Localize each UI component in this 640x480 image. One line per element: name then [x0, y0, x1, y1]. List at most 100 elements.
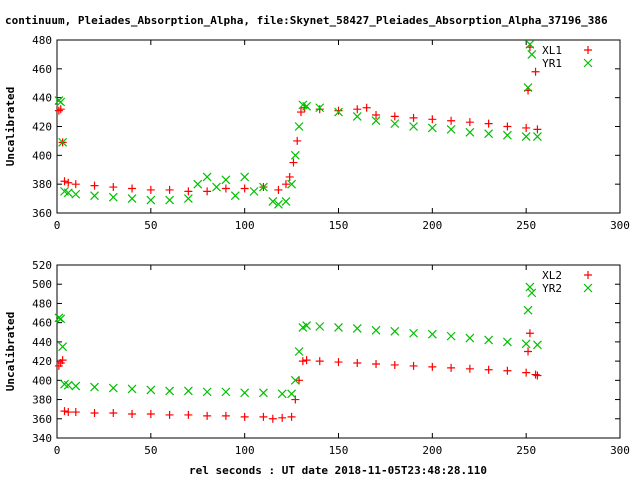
- data-point: [64, 178, 73, 187]
- data-point: [90, 382, 99, 392]
- data-point: [58, 137, 68, 147]
- data-point: [56, 314, 66, 324]
- data-point: [484, 365, 493, 374]
- y-tick-label: 440: [32, 336, 52, 349]
- data-point: [54, 313, 64, 323]
- data-point: [446, 331, 456, 341]
- x-tick-label: 150: [329, 219, 349, 232]
- top-panel: 0 50 100 150 200 250 300 360 380 400 420 440 460 480 U…: [4, 34, 630, 232]
- x-tick-label: 300: [610, 219, 630, 232]
- y-tick-label: 340: [32, 432, 52, 445]
- data-point: [465, 364, 474, 373]
- data-point: [315, 103, 325, 113]
- data-point: [302, 101, 312, 111]
- series-xl2: [54, 329, 542, 423]
- data-point: [127, 194, 137, 204]
- data-point: [165, 195, 175, 205]
- data-point: [290, 150, 300, 160]
- data-point: [447, 363, 456, 372]
- y-axis-label: Uncalibrated: [4, 87, 17, 166]
- data-point: [290, 375, 300, 385]
- data-point: [165, 185, 174, 194]
- bottom-panel: 0 50 100 150 200 250 300 340 360 380 400 420 440 460 4…: [4, 259, 630, 457]
- data-point: [240, 172, 250, 182]
- series-yr1: [54, 39, 542, 209]
- data-point: [63, 188, 73, 198]
- data-point: [427, 329, 437, 339]
- data-point: [390, 360, 399, 369]
- data-point: [184, 410, 193, 419]
- series-xl1: [54, 43, 542, 196]
- x-tick-label: 0: [54, 444, 61, 457]
- data-point: [334, 358, 343, 367]
- data-point: [522, 123, 531, 132]
- data-point: [465, 118, 474, 127]
- data-point: [287, 389, 297, 399]
- y-tick-label: 380: [32, 394, 52, 407]
- data-point: [315, 322, 325, 331]
- data-point: [108, 383, 118, 393]
- data-point: [108, 192, 118, 202]
- data-point: [352, 111, 362, 121]
- data-point: [465, 333, 475, 343]
- data-point: [249, 186, 259, 196]
- plot-frame: [56, 39, 621, 214]
- data-point: [259, 412, 268, 421]
- x-tick-label: 0: [54, 219, 61, 232]
- data-point: [165, 386, 175, 396]
- data-point: [71, 180, 80, 189]
- data-point: [281, 197, 291, 206]
- data-point: [259, 182, 268, 192]
- y-tick-label: 500: [32, 278, 52, 291]
- data-point: [302, 356, 311, 365]
- data-point: [531, 370, 540, 379]
- data-point: [371, 325, 381, 335]
- x-tick-label: 150: [329, 444, 349, 457]
- data-point: [533, 340, 542, 350]
- x-tick-label: 50: [144, 219, 157, 232]
- data-point: [128, 184, 137, 193]
- data-point: [527, 49, 537, 59]
- data-point: [58, 356, 67, 365]
- y-tick-label: 360: [32, 413, 52, 426]
- data-point: [294, 122, 304, 131]
- data-point: [212, 182, 221, 192]
- data-point: [524, 347, 533, 356]
- data-point: [334, 106, 343, 115]
- data-point: [56, 105, 65, 114]
- data-point: [289, 158, 298, 167]
- data-point: [221, 411, 230, 420]
- y-tick-label: 460: [32, 63, 52, 76]
- data-point: [584, 271, 592, 279]
- data-point: [531, 67, 540, 76]
- data-point: [184, 187, 193, 196]
- data-point: [334, 323, 343, 332]
- data-point: [146, 409, 155, 418]
- legend-label: XL2: [542, 269, 562, 282]
- data-point: [353, 105, 362, 114]
- data-point: [293, 136, 302, 145]
- data-point: [447, 116, 456, 125]
- data-point: [315, 105, 324, 114]
- data-point: [54, 106, 63, 115]
- legend-label: XL1: [542, 44, 562, 57]
- y-tick-label: 480: [32, 297, 52, 310]
- x-tick-label: 100: [235, 219, 255, 232]
- data-point: [58, 342, 68, 352]
- data-point: [372, 110, 381, 119]
- data-point: [502, 130, 512, 140]
- y-tick-label: 460: [32, 317, 52, 330]
- data-point: [465, 127, 475, 137]
- data-point: [484, 129, 494, 139]
- data-point: [428, 115, 437, 124]
- data-point: [109, 409, 118, 418]
- data-point: [298, 357, 307, 366]
- data-point: [90, 409, 99, 418]
- data-point: [240, 184, 249, 193]
- data-point: [90, 181, 99, 190]
- y-tick-label: 400: [32, 374, 52, 387]
- data-point: [533, 132, 542, 142]
- data-point: [315, 357, 324, 366]
- data-point: [525, 282, 535, 292]
